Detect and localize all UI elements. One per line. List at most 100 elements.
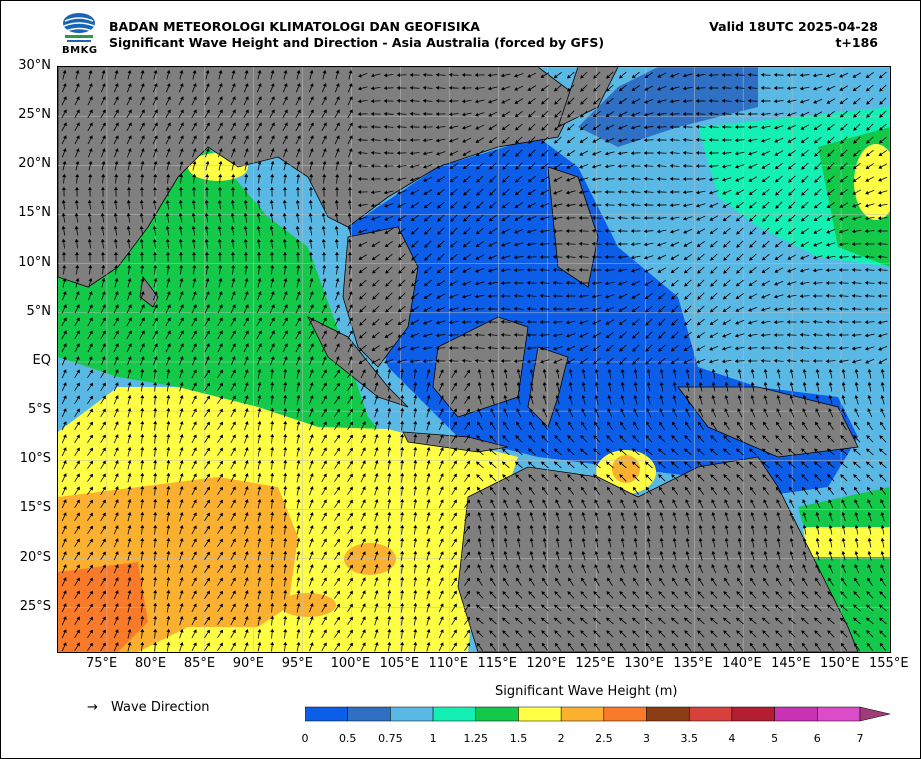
wave-arrow bbox=[734, 72, 745, 77]
wave-arrow bbox=[357, 124, 368, 129]
wave-arrow bbox=[786, 99, 797, 104]
wave-arrow bbox=[514, 110, 523, 118]
wave-arrow bbox=[773, 86, 784, 91]
wave-arrow bbox=[567, 123, 575, 131]
wave-arrow bbox=[839, 85, 849, 91]
wave-arrow bbox=[760, 85, 771, 90]
wave-arrow bbox=[282, 96, 288, 106]
wave-arrow bbox=[618, 84, 627, 92]
wave-arrow bbox=[669, 112, 680, 117]
wave-arrow bbox=[567, 110, 575, 118]
wave-arrow bbox=[217, 83, 223, 93]
wave-height-map bbox=[57, 66, 891, 653]
wave-arrow bbox=[866, 97, 874, 105]
wave-arrow bbox=[461, 86, 472, 91]
wave-arrow bbox=[567, 97, 575, 105]
wave-arrow bbox=[474, 99, 485, 104]
wave-arrow bbox=[269, 109, 275, 119]
wave-arrow bbox=[127, 69, 132, 80]
wave-arrow bbox=[580, 97, 588, 105]
wave-arrow bbox=[786, 112, 797, 117]
wave-arrow bbox=[475, 112, 485, 117]
wave-arrow bbox=[230, 122, 236, 132]
wave-arrow bbox=[657, 85, 667, 91]
wave-arrow bbox=[204, 122, 210, 132]
wave-arrow bbox=[514, 98, 524, 104]
wave-arrow bbox=[670, 72, 680, 78]
wave-arrow bbox=[231, 69, 236, 80]
wave-arrow bbox=[593, 84, 601, 92]
wave-arrow bbox=[114, 69, 119, 80]
longitude-label: 155°E bbox=[869, 656, 909, 671]
wave-arrow bbox=[747, 112, 758, 117]
wave-arrow bbox=[708, 137, 719, 142]
wave-arrow bbox=[448, 99, 459, 104]
wave-arrow bbox=[475, 124, 485, 130]
wave-arrow bbox=[747, 72, 758, 77]
wave-arrow bbox=[813, 136, 822, 144]
wave-arrow bbox=[515, 136, 523, 144]
colorbar-tick-label: 2 bbox=[557, 732, 565, 745]
wave-arrow bbox=[230, 135, 236, 145]
wave-arrow bbox=[540, 84, 549, 92]
colorbar-title: Significant Wave Height (m) bbox=[495, 684, 678, 699]
wave-arrow bbox=[191, 96, 197, 106]
latitude-label: 30°N bbox=[18, 58, 51, 73]
wave-arrow bbox=[348, 69, 353, 80]
wave-arrow bbox=[865, 72, 874, 79]
wave-arrow bbox=[256, 122, 262, 132]
wave-arrow bbox=[605, 124, 615, 130]
wave-arrow bbox=[567, 84, 575, 92]
wave-arrow bbox=[422, 138, 433, 143]
wave-arrow bbox=[813, 111, 823, 117]
wave-arrow bbox=[87, 109, 93, 119]
wave-arrow bbox=[826, 123, 835, 131]
wave-arrow bbox=[487, 73, 498, 78]
wave-arrow bbox=[799, 86, 810, 91]
wave-arrow bbox=[787, 137, 797, 143]
wave-arrow bbox=[370, 137, 381, 142]
wave-arrow bbox=[269, 83, 275, 93]
wave-arrow bbox=[422, 85, 433, 90]
wave-arrow bbox=[217, 135, 223, 145]
wave-arrow bbox=[422, 72, 433, 77]
wave-arrow bbox=[448, 72, 459, 77]
wave-arrow bbox=[734, 138, 745, 143]
longitude-label: 130°E bbox=[624, 656, 664, 671]
wave-arrow bbox=[243, 109, 249, 119]
colorbar-tick-label: 1 bbox=[429, 732, 437, 745]
wave-arrow bbox=[308, 96, 314, 106]
wave-arrow bbox=[853, 123, 861, 131]
wave-arrow bbox=[567, 71, 575, 79]
wave-arrow bbox=[409, 85, 420, 90]
wave-arrow bbox=[101, 148, 106, 158]
longitude-label: 135°E bbox=[673, 656, 713, 671]
wave-zone-yellow-coral bbox=[803, 527, 890, 557]
wave-arrow bbox=[773, 125, 784, 130]
wave-arrow bbox=[839, 98, 848, 105]
wave-arrow bbox=[61, 135, 67, 145]
wave-arrow bbox=[787, 124, 797, 130]
wave-arrow bbox=[501, 98, 511, 104]
wave-arrow bbox=[179, 148, 184, 158]
wave-arrow bbox=[100, 135, 106, 145]
wave-arrow bbox=[217, 109, 223, 119]
wave-arrow bbox=[347, 83, 353, 93]
wave-arrow bbox=[87, 135, 93, 145]
colorbar-tick-label: 7 bbox=[856, 732, 864, 745]
wave-arrow bbox=[152, 122, 158, 132]
wave-arrow bbox=[321, 109, 327, 119]
wave-arrow bbox=[357, 112, 368, 117]
latitude-label: EQ bbox=[32, 352, 51, 368]
wave-arrow bbox=[204, 83, 210, 93]
wave-arrow bbox=[825, 73, 836, 78]
wave-arrow bbox=[409, 98, 420, 103]
colorbar-segment bbox=[432, 706, 477, 722]
wave-arrow bbox=[827, 136, 835, 144]
wave-arrow bbox=[866, 123, 874, 131]
wave-arrow bbox=[695, 98, 706, 103]
wave-arrow bbox=[541, 110, 549, 118]
wave-arrow bbox=[334, 83, 340, 93]
wave-arrow bbox=[140, 69, 145, 80]
wave-arrow bbox=[100, 122, 106, 132]
